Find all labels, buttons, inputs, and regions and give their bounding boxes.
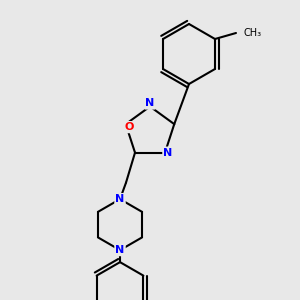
Text: CH₃: CH₃ <box>244 28 262 38</box>
Text: O: O <box>124 122 134 132</box>
Text: N: N <box>146 98 154 109</box>
Text: N: N <box>116 194 124 204</box>
Text: N: N <box>116 245 124 255</box>
Text: N: N <box>164 148 172 158</box>
